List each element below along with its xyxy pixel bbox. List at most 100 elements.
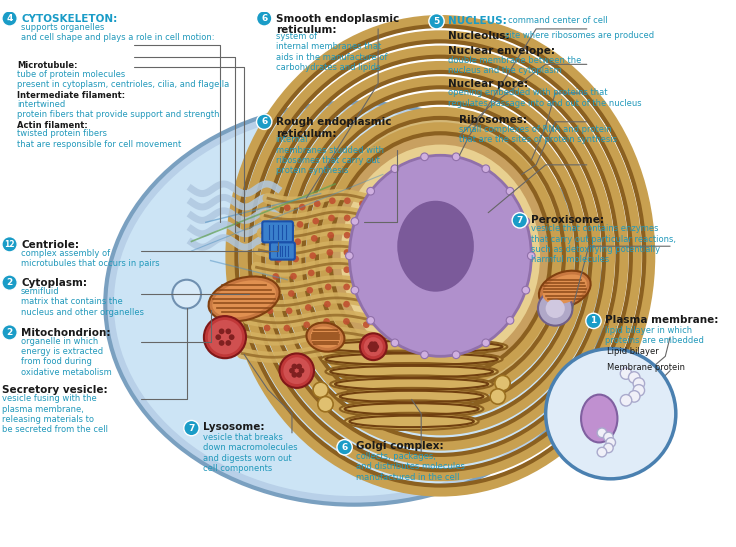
Text: vesicle that contains enzymes
that carry out particular reactions,
such as detox: vesicle that contains enzymes that carry… (531, 224, 676, 264)
Text: Nuclear pore:: Nuclear pore: (448, 79, 528, 89)
Circle shape (286, 307, 292, 314)
Circle shape (629, 372, 640, 383)
Text: 2: 2 (7, 278, 13, 287)
Circle shape (294, 238, 301, 245)
Circle shape (219, 329, 224, 334)
Circle shape (360, 235, 367, 242)
Circle shape (586, 313, 601, 329)
Circle shape (369, 346, 375, 352)
Circle shape (379, 273, 386, 280)
Circle shape (372, 341, 378, 347)
Text: Nuclear envelope:: Nuclear envelope: (448, 46, 555, 56)
Circle shape (278, 238, 285, 246)
Ellipse shape (306, 323, 344, 352)
Text: 1: 1 (590, 316, 597, 325)
Text: Mitochondrion:: Mitochondrion: (21, 328, 110, 337)
Circle shape (2, 237, 17, 252)
Text: 2: 2 (7, 328, 13, 337)
Circle shape (216, 334, 221, 340)
Circle shape (400, 307, 407, 314)
Circle shape (299, 368, 305, 374)
Circle shape (381, 290, 387, 297)
Circle shape (337, 440, 353, 455)
Ellipse shape (340, 400, 484, 417)
Circle shape (257, 11, 272, 26)
Circle shape (429, 14, 444, 29)
Text: CYTOSKELETON:: CYTOSKELETON: (21, 14, 117, 24)
Text: Microtubule:: Microtubule: (17, 61, 78, 71)
Ellipse shape (330, 375, 493, 393)
Circle shape (318, 397, 333, 412)
Circle shape (395, 256, 402, 263)
Circle shape (344, 197, 350, 204)
Circle shape (292, 255, 299, 263)
Text: small complexes of RNA and protein
that are the sites of protein synthesis: small complexes of RNA and protein that … (459, 125, 618, 144)
Circle shape (328, 214, 335, 222)
Circle shape (506, 188, 514, 195)
Circle shape (291, 364, 297, 369)
Circle shape (229, 334, 235, 340)
Text: 6: 6 (342, 443, 347, 452)
Text: intertwined
protein fibers that provide support and strength: intertwined protein fibers that provide … (17, 100, 220, 119)
Text: Lipid bilayer: Lipid bilayer (607, 347, 659, 356)
Text: Lysosome:: Lysosome: (203, 422, 264, 432)
Circle shape (421, 153, 428, 161)
Ellipse shape (105, 103, 603, 505)
Circle shape (204, 316, 246, 358)
Circle shape (512, 213, 528, 228)
Circle shape (291, 372, 297, 377)
Circle shape (225, 329, 231, 334)
Circle shape (219, 340, 224, 346)
Ellipse shape (350, 155, 531, 356)
Circle shape (284, 205, 291, 211)
Text: 12: 12 (4, 240, 15, 249)
Circle shape (597, 447, 606, 457)
Ellipse shape (344, 413, 478, 430)
Text: Golgi complex:: Golgi complex: (356, 441, 444, 451)
Ellipse shape (208, 276, 280, 321)
Text: Membrane protein: Membrane protein (607, 363, 685, 372)
Circle shape (369, 341, 375, 347)
Text: vesicle fusing with the
plasma membrane,
releasing materials to
be secreted from: vesicle fusing with the plasma membrane,… (2, 394, 108, 434)
Circle shape (269, 290, 276, 297)
Circle shape (528, 252, 535, 260)
Circle shape (344, 249, 350, 256)
Text: vesicle that breaks
down macromolecules
and digests worn out
cell components: vesicle that breaks down macromolecules … (203, 433, 297, 473)
Ellipse shape (335, 139, 545, 373)
Circle shape (372, 346, 378, 352)
Text: organelle in which
energy is extracted
from food during
oxidative metabolism: organelle in which energy is extracted f… (21, 337, 112, 377)
Circle shape (305, 304, 311, 311)
Circle shape (363, 322, 369, 328)
Circle shape (633, 385, 645, 396)
Circle shape (383, 325, 389, 331)
Circle shape (522, 286, 530, 294)
Circle shape (597, 428, 606, 438)
Circle shape (289, 368, 295, 374)
Circle shape (299, 203, 305, 211)
Ellipse shape (114, 111, 595, 496)
Circle shape (359, 200, 366, 207)
Circle shape (482, 339, 489, 347)
Circle shape (327, 249, 333, 256)
Ellipse shape (539, 271, 591, 308)
Text: NUCLEUS:: NUCLEUS: (448, 15, 507, 26)
Circle shape (373, 344, 379, 350)
Circle shape (297, 221, 303, 228)
Circle shape (604, 443, 613, 453)
Circle shape (328, 232, 334, 238)
Circle shape (2, 11, 17, 26)
Circle shape (374, 203, 381, 211)
Circle shape (620, 394, 631, 406)
Circle shape (361, 252, 367, 259)
Text: 6: 6 (261, 14, 267, 23)
Circle shape (545, 348, 676, 479)
Text: Peroxisome:: Peroxisome: (531, 214, 604, 225)
Circle shape (453, 153, 460, 161)
Circle shape (172, 280, 201, 309)
Circle shape (314, 200, 321, 207)
Circle shape (391, 222, 397, 228)
Circle shape (306, 287, 313, 294)
Circle shape (313, 382, 328, 398)
Text: lipid bilayer in which
proteins are embedded: lipid bilayer in which proteins are embe… (605, 325, 704, 345)
Circle shape (297, 364, 302, 369)
